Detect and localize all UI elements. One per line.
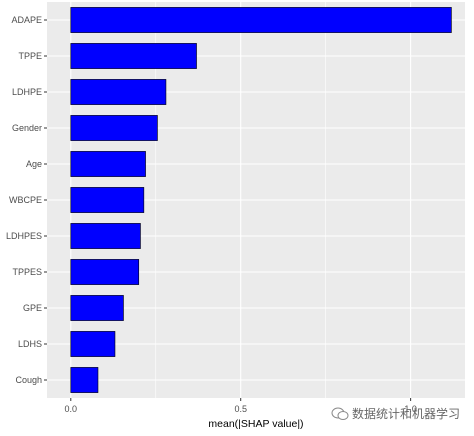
x-axis-title: mean(|SHAP value|) (208, 418, 303, 430)
bar-wbcpe (70, 187, 145, 213)
y-tick-label: WBCPE (9, 195, 42, 205)
y-tick-label: Gender (12, 123, 42, 133)
y-tick-label: LDHPES (6, 231, 42, 241)
bar-cough (70, 367, 99, 393)
y-tick-label: GPE (23, 303, 42, 313)
wechat-icon (331, 407, 349, 420)
bar-tppe (70, 43, 197, 69)
x-tick-label: 0.0 (65, 404, 78, 414)
bar-age (70, 151, 146, 177)
bar-adape (70, 7, 452, 33)
bars (70, 7, 452, 393)
x-tick-label: 0.5 (234, 404, 247, 414)
x-axis: 0.0 0.5 1.0 (65, 398, 417, 414)
y-tick-label: LDHS (18, 339, 42, 349)
bar-ldhs (70, 331, 116, 357)
bar-ldhpes (70, 223, 141, 249)
watermark: 数据统计和机器学习 (331, 405, 460, 422)
y-tick-label: Age (26, 159, 42, 169)
y-tick-label: TPPE (18, 51, 42, 61)
y-axis: ADAPE TPPE LDHPE Gender Age WBCPE LDHPES TPPES G… (6, 15, 47, 385)
y-tick-label: LDHPE (12, 87, 42, 97)
y-tick-label: Cough (15, 375, 42, 385)
y-tick-label: TPPES (12, 267, 42, 277)
bar-ldhpe (70, 79, 167, 105)
watermark-text: 数据统计和机器学习 (351, 407, 460, 421)
y-tick-label: ADAPE (11, 15, 42, 25)
x-tick-label: 1.0 (404, 404, 417, 414)
bar-tppes (70, 259, 140, 285)
bar-gender (70, 115, 158, 141)
bar-gpe (70, 295, 124, 321)
